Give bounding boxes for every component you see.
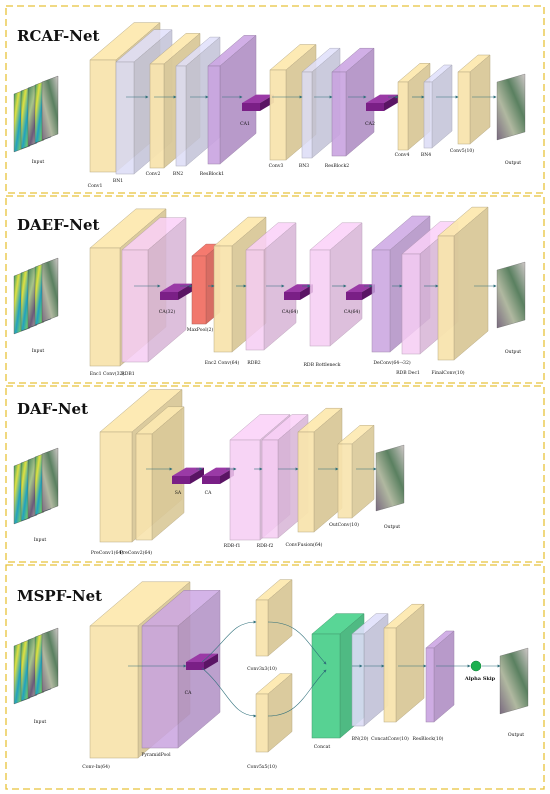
input-stack-daef [13,257,59,335]
layer-resblock1 [207,34,257,165]
label-mspf-3: Conv3x3(10) [247,665,277,672]
label-rcaf-3: BN2 [173,171,183,177]
label-rcaf-1: BN1 [113,178,123,184]
panel-title-daf: DAF-Net [17,400,88,418]
input-label-daf: Input [34,537,47,543]
label-mspf-0: Conv-In(64) [82,763,110,770]
label-mspf-7: ConcatConv(10) [371,735,409,742]
label-mspf-8: ResBlock(10) [413,735,444,742]
label-mspf-2: CA [185,690,193,696]
label-daf-2: SA [175,490,182,496]
flow-mspf-merge-top [267,621,327,665]
output-label-rcaf: Output [505,160,521,166]
label-mspf-1: PyramidPool [141,752,171,758]
layer-rdb-bottleneck [309,222,363,347]
label-daf-6: ConvFusion(64) [286,541,323,548]
label-rcaf-8: ResBlock2 [325,163,350,169]
output-label-daef: Output [505,349,521,355]
label-rcaf-10: Conv4 [395,152,410,158]
flow-mspf-branch-top [201,620,257,663]
panel-border-rcaf [5,5,545,194]
input-stack-rcaf [13,75,59,153]
label-daef-3: MaxPool(2) [187,326,214,333]
output-image-rcaf [496,73,526,141]
alpha-skip-node [470,660,482,672]
panel-border-daef [5,195,545,384]
input-label-mspf: Input [34,719,47,725]
output-image-mspf [499,647,529,715]
layer-resblock10 [425,630,455,723]
layer-sa [172,467,204,484]
layer-concatconv [383,603,425,723]
input-label-daef: Input [32,348,45,354]
panel-border-mspf [5,564,545,790]
label-daef-7: RDB Bottleneck [303,362,340,368]
label-daef-10: RDB Dec1 [396,370,420,376]
label-daef-9: DeConv(64→32) [373,359,411,366]
label-daef-0: Enc1 Conv(32) [90,370,125,377]
input-label-rcaf: Input [32,159,45,165]
panel-border-daf [5,385,545,563]
label-daef-1: RDB1 [121,371,135,377]
label-rcaf-7: BN3 [299,163,309,169]
layer-conv5 [457,54,491,145]
input-stack-mspf [13,627,59,705]
label-daf-5: RDB-f2 [257,543,274,549]
label-daf-0: PreConv1(64) [91,549,123,556]
label-daf-4: RDB-f1 [224,543,241,549]
layer-ca-daf [202,467,234,484]
output-image-daef [496,261,526,329]
label-rcaf-0: Conv1 [88,183,103,189]
label-mspf-9: Alpha Skip [464,676,496,682]
output-image-daf [375,444,405,512]
layer-conv3x3 [255,579,293,657]
label-daef-6: CA(64) [282,308,298,315]
layer-bn4 [423,64,453,149]
label-daf-3: CA [205,490,213,496]
panel-title-mspf: MSPF-Net [17,587,102,605]
label-rcaf-2: Conv2 [146,171,161,177]
label-mspf-5: Concat [314,744,331,750]
output-label-mspf: Output [508,732,524,738]
label-rcaf-9: CA2 [365,121,375,127]
label-daef-4: Enc2 Conv(64) [205,359,240,366]
layer-conv5x5 [255,673,293,753]
layer-convfusion [297,407,343,533]
label-rcaf-12: Conv5(10) [450,147,474,154]
layer-ca-mspf [186,653,218,670]
label-daef-5: RDB2 [247,360,261,366]
label-daf-7: OutConv(10) [329,521,359,528]
panel-title-daef: DAEF-Net [17,216,100,234]
layer-rdb2 [245,222,297,351]
label-daef-2: CA(32) [159,308,175,315]
layer-preconv2 [135,406,185,541]
label-daf-1: PreConv2(64) [120,549,152,556]
layer-outconv [337,424,375,519]
flow-mspf-merge-bottom [267,669,327,717]
output-label-daf: Output [384,524,400,530]
label-rcaf-4: ResBlock1 [200,171,225,177]
label-mspf-4: Conv5x5(10) [247,763,277,770]
label-mspf-6: BN(20) [352,735,369,742]
label-rcaf-11: BN4 [421,152,431,158]
layer-resblock2 [331,47,375,157]
input-stack-daf [13,447,59,525]
panel-title-rcaf: RCAF-Net [17,27,99,45]
label-daef-8: CA(64) [344,308,360,315]
layer-bn20 [351,613,389,727]
layer-finalconv [437,206,489,361]
label-daef-11: FinalConv(10) [431,369,464,376]
flow-mspf-branch-bottom [201,667,257,718]
label-rcaf-5: CA1 [240,121,250,127]
label-rcaf-6: Conv3 [269,163,284,169]
